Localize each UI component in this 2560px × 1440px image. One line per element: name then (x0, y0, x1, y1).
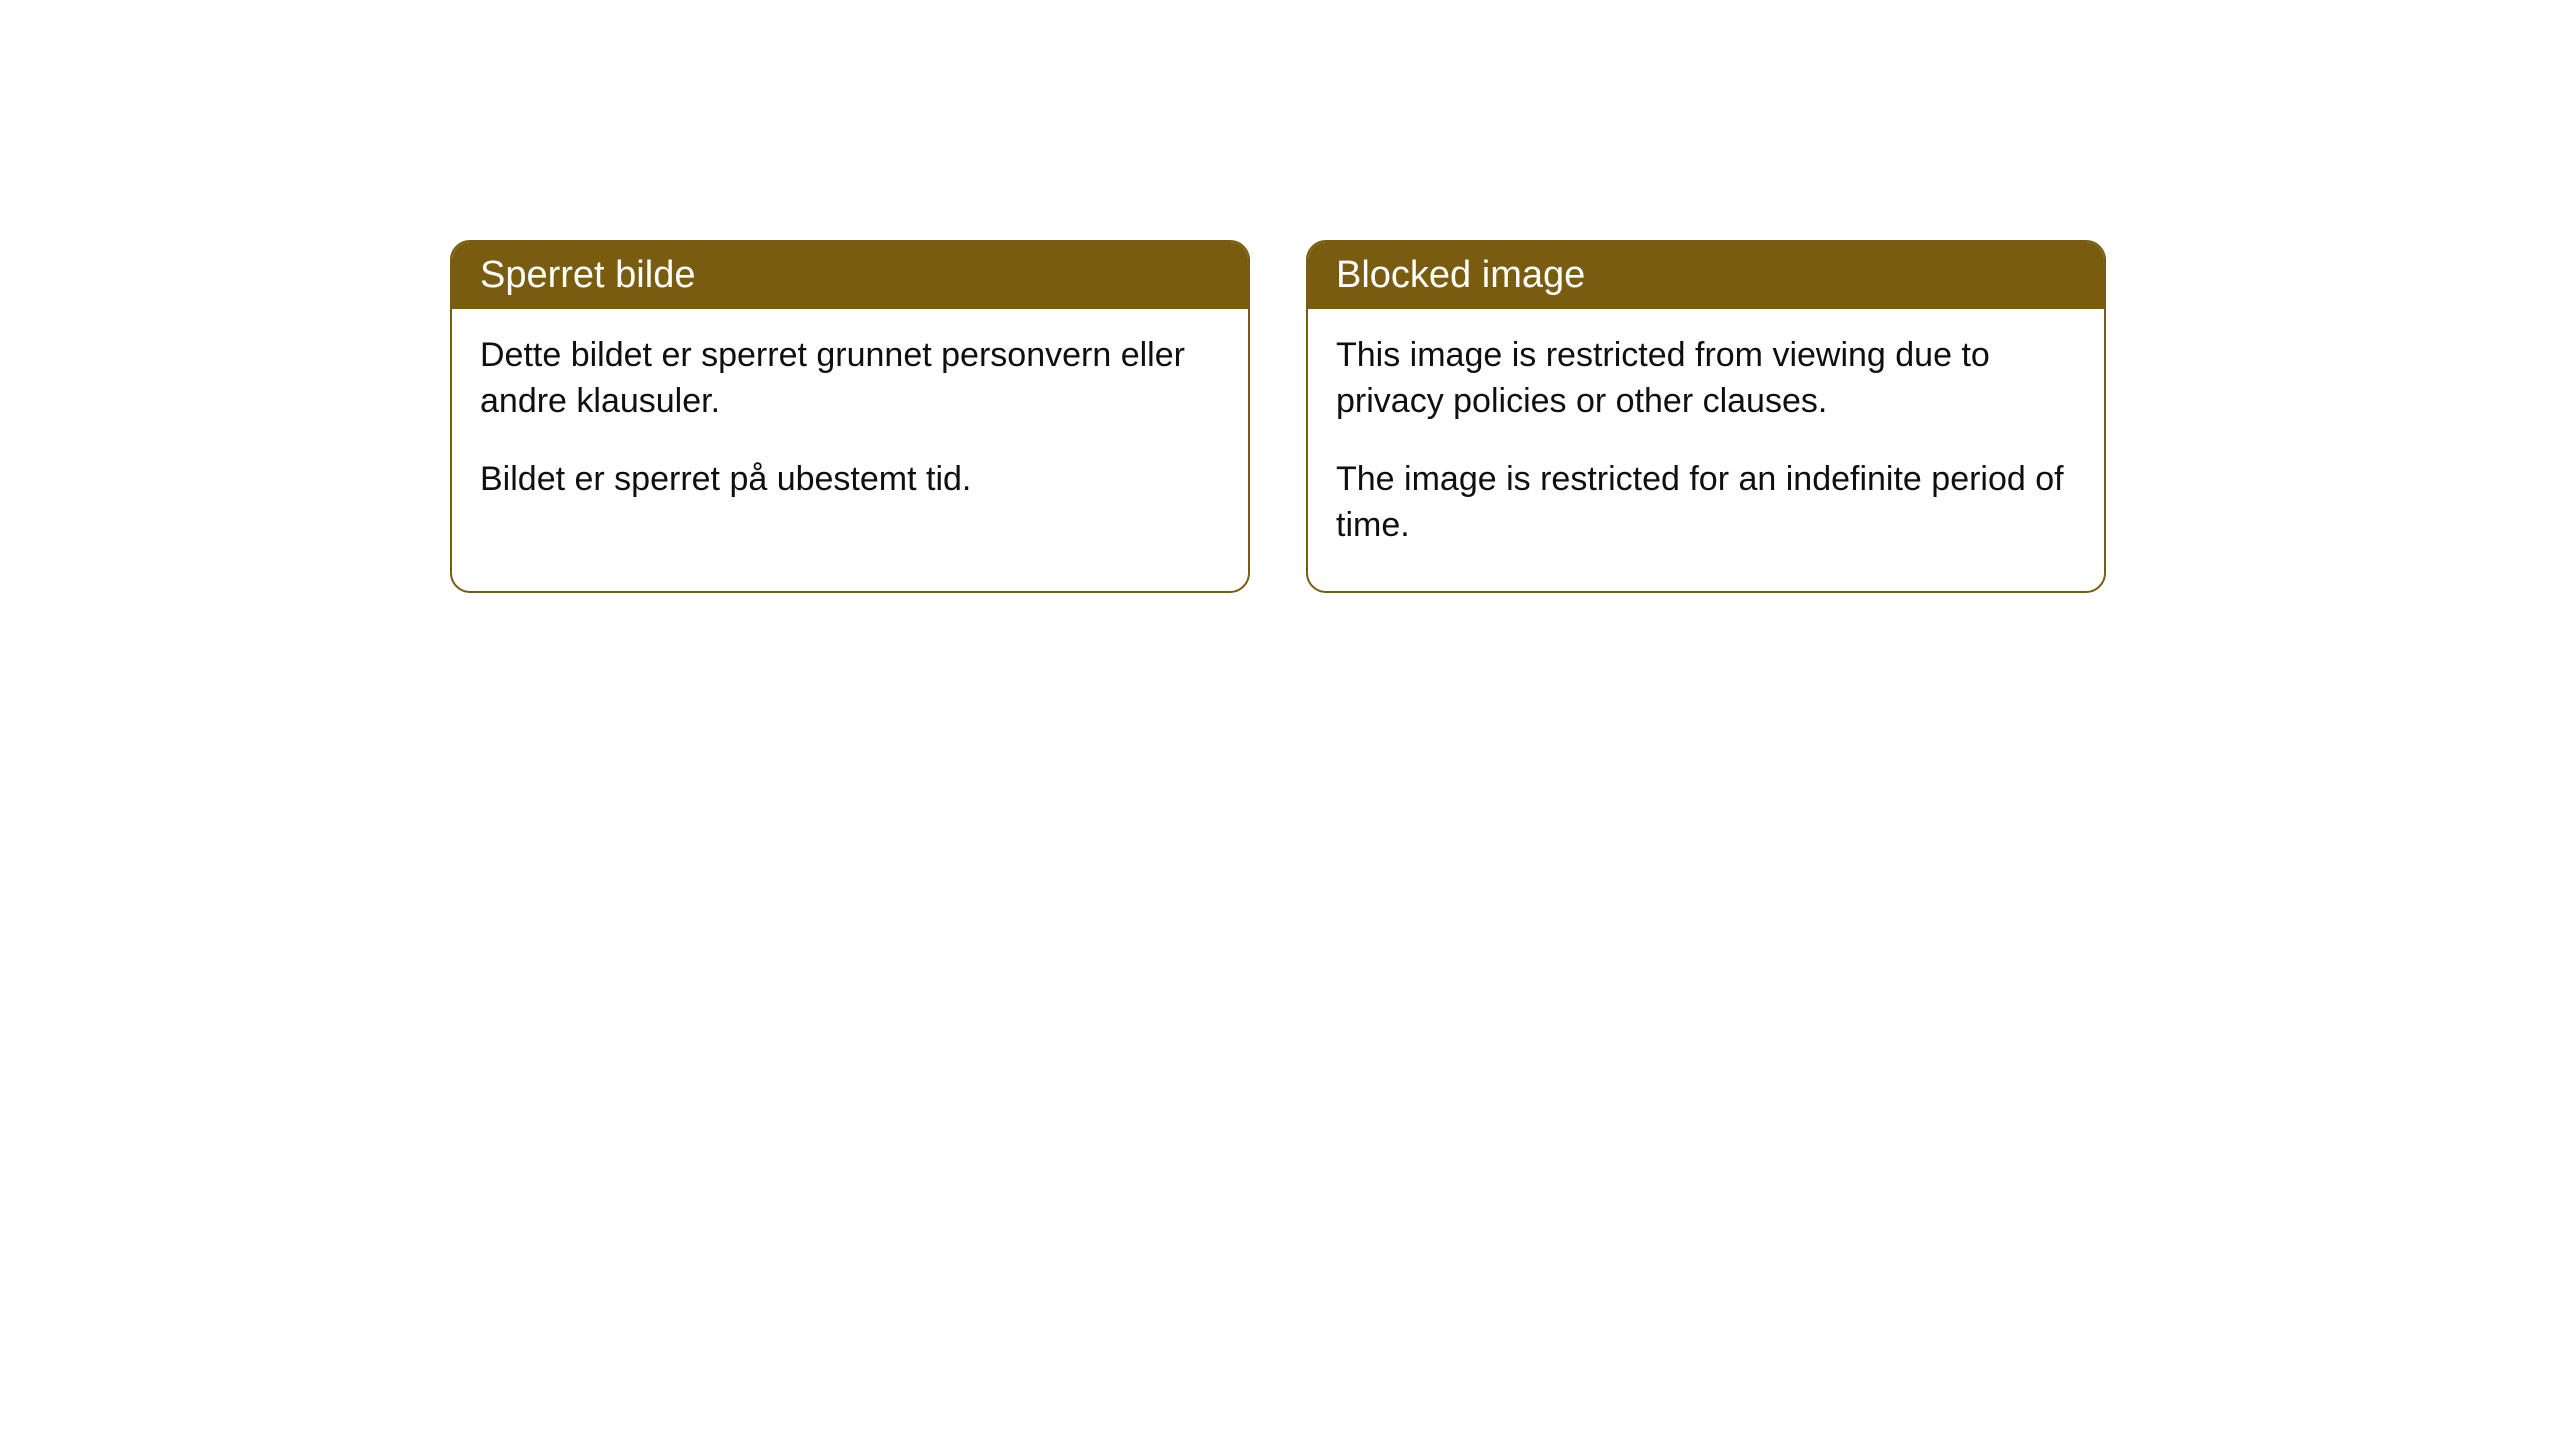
card-header-en: Blocked image (1308, 242, 2104, 309)
card-paragraph: Bildet er sperret på ubestemt tid. (480, 457, 1220, 503)
card-title: Blocked image (1336, 254, 1585, 296)
blocked-image-card-en: Blocked image This image is restricted f… (1306, 240, 2106, 593)
card-paragraph: This image is restricted from viewing du… (1336, 333, 2076, 425)
card-body-nb: Dette bildet er sperret grunnet personve… (452, 309, 1248, 545)
cards-container: Sperret bilde Dette bildet er sperret gr… (450, 240, 2560, 593)
card-body-en: This image is restricted from viewing du… (1308, 309, 2104, 591)
card-title: Sperret bilde (480, 254, 695, 296)
card-paragraph: The image is restricted for an indefinit… (1336, 457, 2076, 549)
card-header-nb: Sperret bilde (452, 242, 1248, 309)
blocked-image-card-nb: Sperret bilde Dette bildet er sperret gr… (450, 240, 1250, 593)
card-paragraph: Dette bildet er sperret grunnet personve… (480, 333, 1220, 425)
